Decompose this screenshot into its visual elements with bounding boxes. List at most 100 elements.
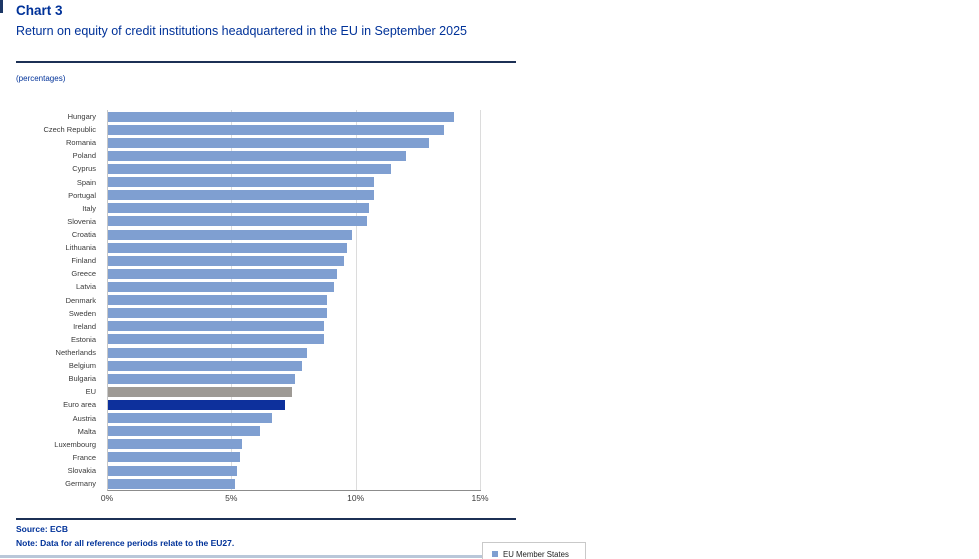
bar-row-sweden — [108, 307, 481, 320]
bar-france — [108, 452, 240, 463]
category-label-greece: Greece — [71, 269, 96, 279]
category-label-italy: Italy — [82, 203, 96, 213]
category-label-belgium: Belgium — [68, 361, 96, 371]
legend-swatch-eu-member-states — [492, 551, 498, 558]
x-axis-ticks: 0% 5% 10% 15% — [101, 493, 489, 505]
bar-austria — [108, 413, 273, 424]
bar-poland — [108, 150, 407, 161]
category-label-denmark: Denmark — [65, 295, 96, 305]
bar-ireland — [108, 321, 325, 332]
legend-label-eu-member-states: EU Member States — [503, 549, 569, 559]
bar-row-cyprus — [108, 162, 481, 175]
bar-row-ireland — [108, 320, 481, 333]
bar-row-slovakia — [108, 464, 481, 477]
bar-row-estonia — [108, 333, 481, 346]
note-text: Note: Data for all reference periods rel… — [16, 538, 235, 548]
bar-row-spain — [108, 176, 481, 189]
chart-number-label: Chart 3 — [16, 3, 63, 18]
bar-czech-republic — [108, 124, 444, 135]
bar-row-croatia — [108, 228, 481, 241]
bar-row-finland — [108, 254, 481, 267]
bar-portugal — [108, 190, 375, 201]
bar-row-hungary — [108, 110, 481, 123]
bar-row-greece — [108, 267, 481, 280]
bar-malta — [108, 426, 260, 437]
bar-italy — [108, 203, 370, 214]
bar-cyprus — [108, 163, 392, 174]
bar-lithuania — [108, 242, 347, 253]
category-label-luxembourg: Luxembourg — [54, 439, 96, 449]
category-label-hungary: Hungary — [67, 112, 96, 122]
category-label-croatia: Croatia — [71, 230, 96, 240]
x-tick-label-15-: 15% — [471, 493, 489, 503]
category-label-slovenia: Slovenia — [67, 216, 96, 226]
bar-row-germany — [108, 477, 481, 490]
source-text: Source: ECB — [16, 524, 68, 534]
bar-euro-area — [108, 399, 285, 410]
category-labels: Hungary Czech Republic Romania Poland Cyprus… — [0, 110, 102, 490]
bar-latvia — [108, 281, 335, 292]
bar-estonia — [108, 334, 325, 345]
bar-row-eu — [108, 385, 481, 398]
legend-item-eu-member-states: EU Member States — [492, 548, 581, 559]
bar-netherlands — [108, 347, 307, 358]
category-label-sweden: Sweden — [68, 308, 96, 318]
category-label-estonia: Estonia — [70, 334, 96, 344]
bar-bulgaria — [108, 373, 295, 384]
bar-row-romania — [108, 136, 481, 149]
category-label-netherlands: Netherlands — [55, 348, 96, 358]
bar-row-malta — [108, 425, 481, 438]
bar-spain — [108, 177, 375, 188]
bar-row-austria — [108, 412, 481, 425]
bar-greece — [108, 268, 337, 279]
bar-row-luxembourg — [108, 438, 481, 451]
bar-hungary — [108, 111, 454, 122]
x-tick-label-10-: 10% — [347, 493, 365, 503]
category-label-slovakia: Slovakia — [67, 466, 96, 475]
bar-row-portugal — [108, 189, 481, 202]
category-label-malta: Malta — [77, 426, 96, 436]
bar-belgium — [108, 360, 302, 371]
bar-sweden — [108, 308, 327, 319]
bar-slovenia — [108, 216, 367, 227]
title-divider — [16, 61, 516, 63]
category-label-romania: Romania — [65, 138, 96, 148]
bar-row-lithuania — [108, 241, 481, 254]
page-edge-artifact — [0, 0, 3, 13]
category-label-eu: EU — [85, 387, 96, 397]
bar-row-latvia — [108, 280, 481, 293]
bar-row-france — [108, 451, 481, 464]
bar-row-netherlands — [108, 346, 481, 359]
bar-croatia — [108, 229, 352, 240]
bar-luxembourg — [108, 439, 243, 450]
category-label-portugal: Portugal — [68, 190, 96, 200]
bar-slovakia — [108, 465, 238, 476]
category-label-lithuania: Lithuania — [65, 243, 96, 253]
bar-romania — [108, 137, 429, 148]
category-label-euro-area: Euro area — [63, 400, 96, 410]
bar-row-denmark — [108, 294, 481, 307]
category-label-ireland: Ireland — [73, 321, 96, 331]
bar-eu — [108, 386, 292, 397]
bar-germany — [108, 478, 235, 489]
category-label-france: France — [72, 452, 96, 462]
bar-row-euro-area — [108, 398, 481, 411]
bar-row-poland — [108, 149, 481, 162]
chart-title: Return on equity of credit institutions … — [16, 24, 467, 38]
category-label-bulgaria: Bulgaria — [68, 374, 96, 384]
bar-row-belgium — [108, 359, 481, 372]
bar-row-czech-republic — [108, 123, 481, 136]
category-label-spain: Spain — [76, 177, 96, 187]
category-label-finland: Finland — [71, 256, 96, 266]
page-bottom-rule — [0, 555, 538, 558]
gridline-10- — [355, 110, 357, 490]
bar-denmark — [108, 295, 327, 306]
bar-row-bulgaria — [108, 372, 481, 385]
legend: EU Member StatesEUEuro area — [482, 542, 586, 559]
plot-area: EU Member StatesEUEuro area — [107, 110, 586, 559]
category-label-czech-republic: Czech Republic — [43, 125, 96, 135]
category-label-latvia: Latvia — [75, 282, 96, 292]
x-tick-label-0-: 0% — [100, 493, 114, 503]
category-label-poland: Poland — [72, 151, 96, 161]
